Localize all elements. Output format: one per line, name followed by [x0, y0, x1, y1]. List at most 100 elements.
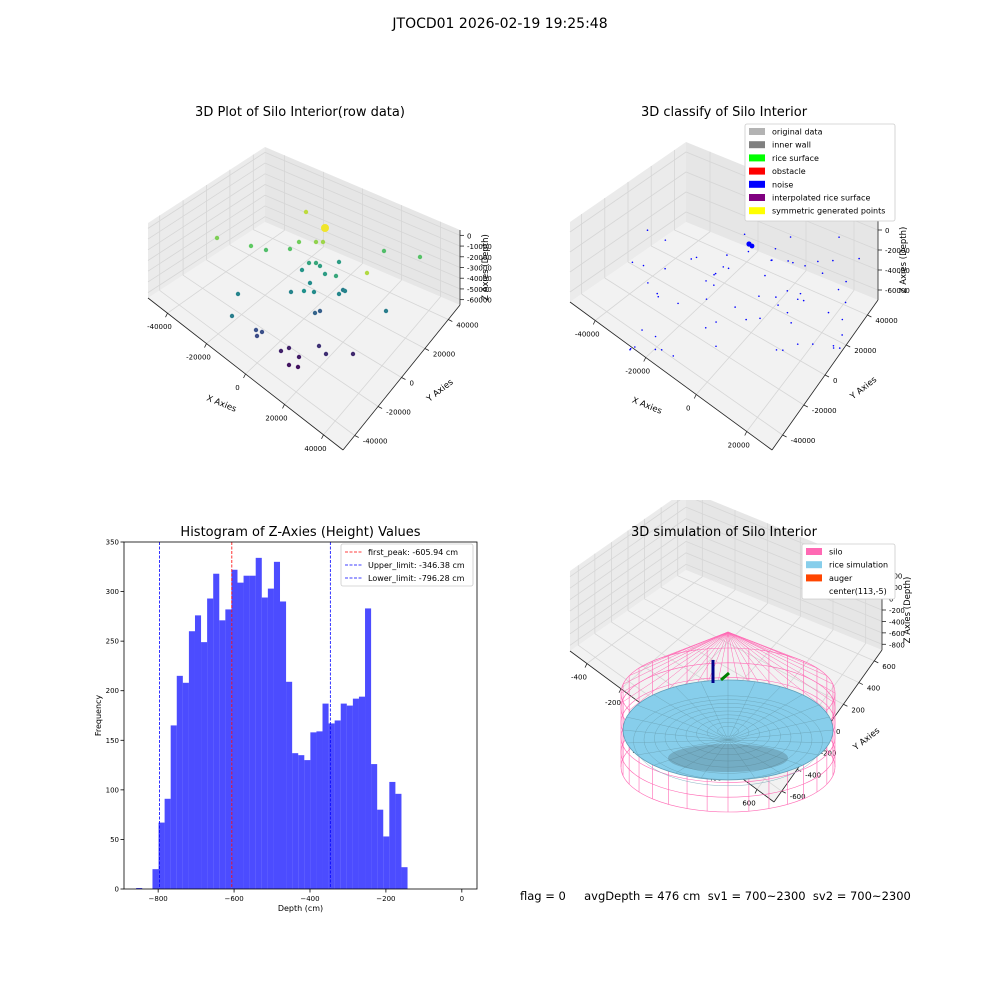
y-tick-label: 50	[110, 836, 119, 844]
rice-mesh-line	[727, 739, 803, 766]
rice-mesh-line	[700, 739, 729, 779]
legend-label: Upper_limit: -346.38 cm	[368, 561, 465, 570]
noise-point	[654, 335, 657, 338]
rice-mesh-line	[727, 739, 819, 756]
noise-point	[664, 267, 666, 270]
y-tick	[843, 703, 848, 707]
y-tick-label: 20000	[433, 351, 455, 359]
noise-point	[705, 280, 707, 282]
legend-swatch	[749, 207, 765, 215]
histogram-bar	[231, 569, 238, 889]
histogram-bar	[194, 615, 202, 889]
legend-label: original data	[772, 128, 823, 137]
histogram-bar	[237, 582, 244, 889]
rice-mesh-line	[675, 739, 729, 774]
x-tick-label: 40000	[304, 445, 326, 453]
histogram-bar	[267, 588, 274, 889]
noise-point	[745, 318, 747, 321]
grid-line	[569, 552, 883, 635]
noise-point	[844, 301, 847, 304]
pane-floor	[570, 222, 878, 450]
bar-group	[136, 557, 408, 889]
data-point	[364, 270, 370, 276]
data-point	[312, 310, 318, 316]
x-tick-label: −200	[376, 895, 395, 903]
silo-mesh-line	[629, 631, 729, 677]
y-tick-label: 200	[106, 687, 119, 695]
histogram-bar	[225, 609, 232, 889]
y-tick	[424, 348, 430, 351]
histogram-bar	[383, 836, 390, 889]
x-tick-label: −800	[149, 895, 168, 903]
noise-point	[713, 284, 715, 286]
y-tick	[858, 682, 864, 685]
histogram-bar	[273, 561, 281, 889]
x-tick	[584, 663, 588, 668]
x-axis-line	[569, 301, 773, 451]
noise-point	[796, 298, 799, 301]
histogram-bar	[365, 608, 372, 889]
histogram-bar	[243, 575, 250, 889]
z-tick-label: -30000	[467, 265, 492, 273]
silo-mesh-line	[727, 631, 827, 677]
z-tick-label: -60000	[467, 297, 492, 305]
histogram-bar	[395, 793, 402, 889]
grid-line	[147, 151, 461, 236]
y-tick-label: 200	[851, 706, 864, 714]
noise-point	[775, 296, 777, 298]
pane-floor	[148, 222, 460, 450]
noise-point	[713, 273, 715, 276]
x-tick-label: 20000	[728, 442, 750, 450]
x-tick	[592, 320, 596, 325]
legend-label: Lower_limit: -796.28 cm	[368, 574, 465, 583]
data-point	[383, 308, 389, 314]
y-axis-label: Y Axies	[848, 375, 880, 403]
histogram-bar	[201, 642, 208, 889]
legend-label: first_peak: -605.94 cm	[368, 548, 458, 557]
noise-point	[705, 298, 708, 300]
histogram-bar	[188, 631, 195, 889]
histogram-bar	[316, 731, 323, 889]
z-tick-label: -20000	[885, 247, 910, 255]
noise-point	[715, 321, 717, 323]
chart-title: 3D simulation of Silo Interior	[631, 525, 818, 540]
grid-line	[569, 563, 883, 646]
histogram-bar	[340, 703, 347, 889]
histogram-bar	[377, 809, 384, 889]
grid-line	[660, 586, 860, 683]
noise-point	[642, 264, 645, 267]
noise-point	[726, 254, 728, 256]
legend-label: noise	[772, 180, 793, 189]
y-tick-label: 20000	[854, 347, 876, 355]
legend: first_peak: -605.94 cm Upper_limit: -346.…	[340, 543, 474, 587]
grid-line	[147, 162, 461, 247]
data-point	[259, 329, 265, 335]
data-point	[296, 239, 302, 245]
legend-label: auger	[829, 574, 853, 583]
z-tick-label: -10000	[467, 243, 492, 251]
noise-point	[747, 250, 750, 253]
rice-mesh-line	[626, 739, 729, 744]
legend-swatch	[749, 194, 765, 201]
noise-point	[631, 261, 634, 264]
data-point	[321, 224, 329, 232]
x-tick	[321, 434, 324, 439]
rice-mesh-line	[675, 686, 729, 741]
x-tick	[643, 357, 647, 362]
x-tick-label: -200	[605, 699, 621, 707]
noise-point	[654, 348, 657, 351]
noise-point	[714, 272, 717, 275]
data-point	[311, 289, 317, 295]
noise-point	[804, 265, 806, 267]
noise-point	[672, 355, 675, 357]
noise-point	[838, 347, 841, 349]
z-tick-label: 0	[889, 596, 893, 604]
x-tick-label: -20000	[625, 368, 650, 376]
x-tick-label: -40000	[575, 331, 600, 339]
data-point	[336, 259, 342, 265]
histogram-bar	[371, 764, 378, 889]
y-tick	[803, 404, 808, 408]
silo-mesh-line	[727, 631, 750, 650]
grid-line	[206, 259, 402, 378]
y-tick-label: 0	[833, 377, 837, 385]
